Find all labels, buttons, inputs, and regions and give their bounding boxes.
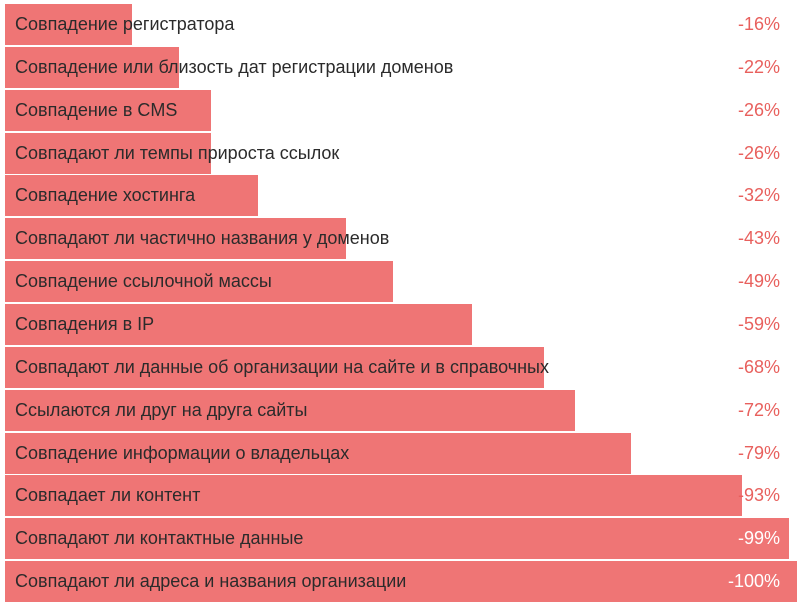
- bar-value-label: -32%: [737, 185, 780, 206]
- bar-row: Совпадение или близость дат регистрации …: [5, 46, 797, 88]
- bar: [5, 346, 544, 388]
- bar-label: Совпадение или близость дат регистрации …: [15, 56, 454, 77]
- bar: [5, 561, 797, 603]
- bar-label: Совпадают ли контактные данные: [15, 528, 304, 549]
- bar: [5, 518, 790, 560]
- bar-row: Совпадения в IP -59%: [5, 303, 797, 345]
- bar-value-label: -26%: [737, 99, 780, 120]
- bar: [5, 303, 473, 345]
- bar-row: Совпадают ли частично названия у доменов…: [5, 218, 797, 260]
- bar-value-label: -100%: [727, 571, 780, 592]
- bar: [5, 175, 259, 217]
- bar: [5, 132, 211, 174]
- bar-value-label: -79%: [737, 442, 780, 463]
- bar: [5, 89, 211, 131]
- bar-label: Совпадение в CMS: [15, 99, 178, 120]
- bar: [5, 475, 742, 517]
- bar-row: Совпадают ли контактные данные -99%: [5, 518, 797, 560]
- bar-value-label: -72%: [737, 399, 780, 420]
- bar-value-label: -59%: [737, 313, 780, 334]
- bar-value-label: -26%: [737, 142, 780, 163]
- bar-label: Совпадения в IP: [15, 313, 155, 334]
- bar: [5, 389, 576, 431]
- bar: [5, 46, 180, 88]
- bar-label: Совпадают ли адреса и названия организац…: [15, 571, 407, 592]
- bar-value-label: -22%: [737, 56, 780, 77]
- bar-label: Совпадение регистратора: [15, 14, 235, 34]
- bar-row: Совпадение хостинга -32%: [5, 175, 797, 217]
- bar-value-label: -43%: [737, 228, 780, 249]
- bar-value-label: -68%: [737, 356, 780, 377]
- bar-row: Совпадение регистратора -16%: [5, 4, 797, 45]
- bar-row: Совпадает ли контент -93%: [5, 475, 797, 517]
- bar-label: Совпадение информации о владельцах: [15, 442, 350, 463]
- bar-label: Совпадение хостинга: [15, 185, 196, 206]
- bar-row: Совпадение информации о владельцах -79%: [5, 432, 797, 474]
- bar-label: Совпадение ссылочной массы: [15, 271, 272, 292]
- bar-row: Совпадают ли темпы прироста ссылок -26%: [5, 132, 797, 174]
- bar-label: Совпадает ли контент: [15, 485, 201, 506]
- bar-row: Ссылаются ли друг на друга сайты -72%: [5, 389, 797, 431]
- bar: [5, 432, 631, 474]
- bar-value-label: -16%: [737, 14, 780, 34]
- bar-value-label: -99%: [737, 528, 780, 549]
- bar-row: Совпадают ли данные об организации на са…: [5, 346, 797, 388]
- bar-row: Совпадение в CMS -26%: [5, 89, 797, 131]
- bar: [5, 261, 394, 303]
- bar: [5, 4, 132, 45]
- bar-row: Совпадают ли адреса и названия организац…: [5, 561, 797, 603]
- bar-value-label: -49%: [737, 271, 780, 292]
- bar-label: Совпадают ли данные об организации на са…: [15, 356, 549, 377]
- bar-value-label: -93%: [737, 485, 780, 506]
- bar: [5, 218, 346, 260]
- bar-label: Ссылаются ли друг на друга сайты: [15, 399, 308, 420]
- bar-row: Совпадение ссылочной массы -49%: [5, 261, 797, 303]
- bar-label: Совпадают ли темпы прироста ссылок: [15, 142, 340, 163]
- bar-label: Совпадают ли частично названия у доменов: [15, 228, 390, 249]
